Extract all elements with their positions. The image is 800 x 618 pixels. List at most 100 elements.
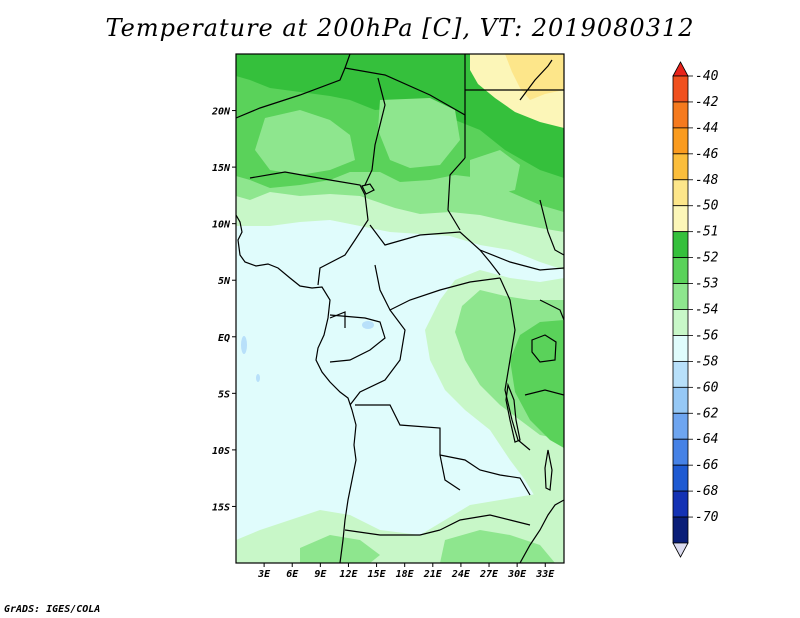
lon-tick-label: 12E xyxy=(339,569,358,580)
field-east-equatorial-51-52 xyxy=(510,320,564,448)
border-chad-sudan xyxy=(447,157,466,231)
field-patch-52-53-a xyxy=(255,110,355,175)
colorbar-box xyxy=(672,205,689,233)
colorbar-label: -66 xyxy=(695,458,719,473)
border-gabon xyxy=(329,311,346,328)
colorbar-box xyxy=(672,464,689,492)
border-drc-angola xyxy=(355,404,461,491)
lake-malawi xyxy=(544,449,553,491)
field-spot-56-b xyxy=(256,374,260,382)
lon-tick-label: 21E xyxy=(423,569,443,580)
border-drc-east xyxy=(499,277,531,451)
colorbar-top-arrow xyxy=(672,61,689,77)
coastline-gulf-of-guinea xyxy=(236,214,357,563)
colorbar-label: -40 xyxy=(695,69,719,84)
temperature-field xyxy=(236,54,564,563)
coastlines-and-borders xyxy=(236,54,564,563)
colorbar-box xyxy=(672,153,689,181)
lon-tick-label: 9E xyxy=(314,569,327,580)
colorbar-box xyxy=(672,309,689,336)
colorbar-label: -53 xyxy=(695,277,718,292)
field-patch-52-53-b xyxy=(378,98,460,168)
map-title: Temperature at 200hPa [C], VT: 201908031… xyxy=(105,14,695,42)
lat-tick-label: 5S xyxy=(218,389,230,400)
border-nigeria-north xyxy=(249,171,366,196)
coastline-east-africa xyxy=(519,499,564,563)
field-spot-56-c xyxy=(362,321,374,329)
border-uganda-kenya xyxy=(539,299,564,321)
field-south-52-53 xyxy=(300,535,380,563)
lake-tanganyika xyxy=(505,382,521,443)
border-ethiopia xyxy=(539,199,564,256)
lat-tick-label: 15S xyxy=(212,502,230,513)
colorbar-label: -50 xyxy=(695,199,719,214)
border-niger-chad xyxy=(364,77,386,186)
border-car-south xyxy=(374,264,501,311)
colorbar-label: -54 xyxy=(695,303,718,318)
lat-tick-label: 5N xyxy=(218,276,231,287)
grads-credit: GrADS: IGES/COLA xyxy=(4,604,101,615)
lon-tick-label: 18E xyxy=(396,569,415,580)
field-patch-52-53-c xyxy=(470,150,520,196)
lat-tick-label: EQ xyxy=(218,333,230,344)
longitude-axis: 3E 6E 9E 12E 15E 18E 21E 24E 27E 30E 33E xyxy=(257,563,555,580)
colorbar: -40 -42 -44 -46 -48 -50 -51 -52 -53 -54 -56 -58 -60 -… xyxy=(672,61,719,558)
lon-tick-label: 33E xyxy=(535,569,555,580)
lat-tick-label: 15N xyxy=(212,163,231,174)
lake-chad xyxy=(361,183,375,195)
border-sudan-south xyxy=(479,249,564,271)
field-spot-56-a xyxy=(241,336,247,354)
colorbar-label: -51 xyxy=(695,225,718,240)
colorbar-label: -68 xyxy=(695,484,719,499)
border-car-north xyxy=(369,224,501,276)
field-band-46-48-north xyxy=(505,54,564,100)
colorbar-box xyxy=(672,386,689,414)
red-sea-coast xyxy=(519,59,553,101)
colorbar-box xyxy=(672,412,689,440)
lon-tick-label: 15E xyxy=(368,569,387,580)
lon-tick-label: 24E xyxy=(451,569,471,580)
colorbar-box xyxy=(672,360,689,388)
border-zambia xyxy=(439,454,531,496)
colorbar-label: -62 xyxy=(695,406,719,421)
lon-tick-label: 6E xyxy=(286,569,299,580)
field-south-52-53-east xyxy=(440,530,555,563)
colorbar-box xyxy=(672,257,689,284)
colorbar-label: -52 xyxy=(695,251,719,266)
colorbar-box xyxy=(672,490,689,518)
border-drc-west xyxy=(349,309,406,406)
lat-tick-label: 10N xyxy=(212,220,231,231)
lon-tick-label: 27E xyxy=(479,569,499,580)
colorbar-label: -70 xyxy=(695,510,719,525)
colorbar-box xyxy=(672,516,689,544)
colorbar-box xyxy=(672,335,689,362)
map-frame xyxy=(235,53,565,564)
colorbar-label: -64 xyxy=(695,432,718,447)
colorbar-box xyxy=(672,179,689,207)
colorbar-label: -48 xyxy=(695,173,719,188)
border-cameroon xyxy=(317,194,369,286)
colorbar-box xyxy=(672,283,689,310)
colorbar-label: -42 xyxy=(695,95,719,110)
border-angola-south xyxy=(344,529,441,536)
colorbar-label: -60 xyxy=(695,380,719,395)
colorbar-box xyxy=(672,231,689,259)
latitude-axis: 20N 15N 10N 5N EQ 5S 10S 15S xyxy=(211,107,236,513)
lon-tick-label: 3E xyxy=(257,569,271,580)
lon-tick-label: 30E xyxy=(507,569,527,580)
border-congo xyxy=(329,314,386,363)
colorbar-box xyxy=(672,75,689,103)
colorbar-box xyxy=(672,127,689,155)
border-sahara-a xyxy=(236,54,351,119)
lat-tick-label: 10S xyxy=(212,446,230,457)
lake-victoria xyxy=(531,334,557,363)
colorbar-label: -56 xyxy=(695,328,719,343)
lat-tick-label: 20N xyxy=(211,107,231,118)
border-zambia-south xyxy=(439,514,531,531)
border-tanzania xyxy=(524,389,564,396)
colorbar-label: -46 xyxy=(695,147,719,162)
colorbar-bottom-arrow xyxy=(672,542,689,558)
colorbar-box xyxy=(672,101,689,129)
colorbar-label: -58 xyxy=(695,354,719,369)
